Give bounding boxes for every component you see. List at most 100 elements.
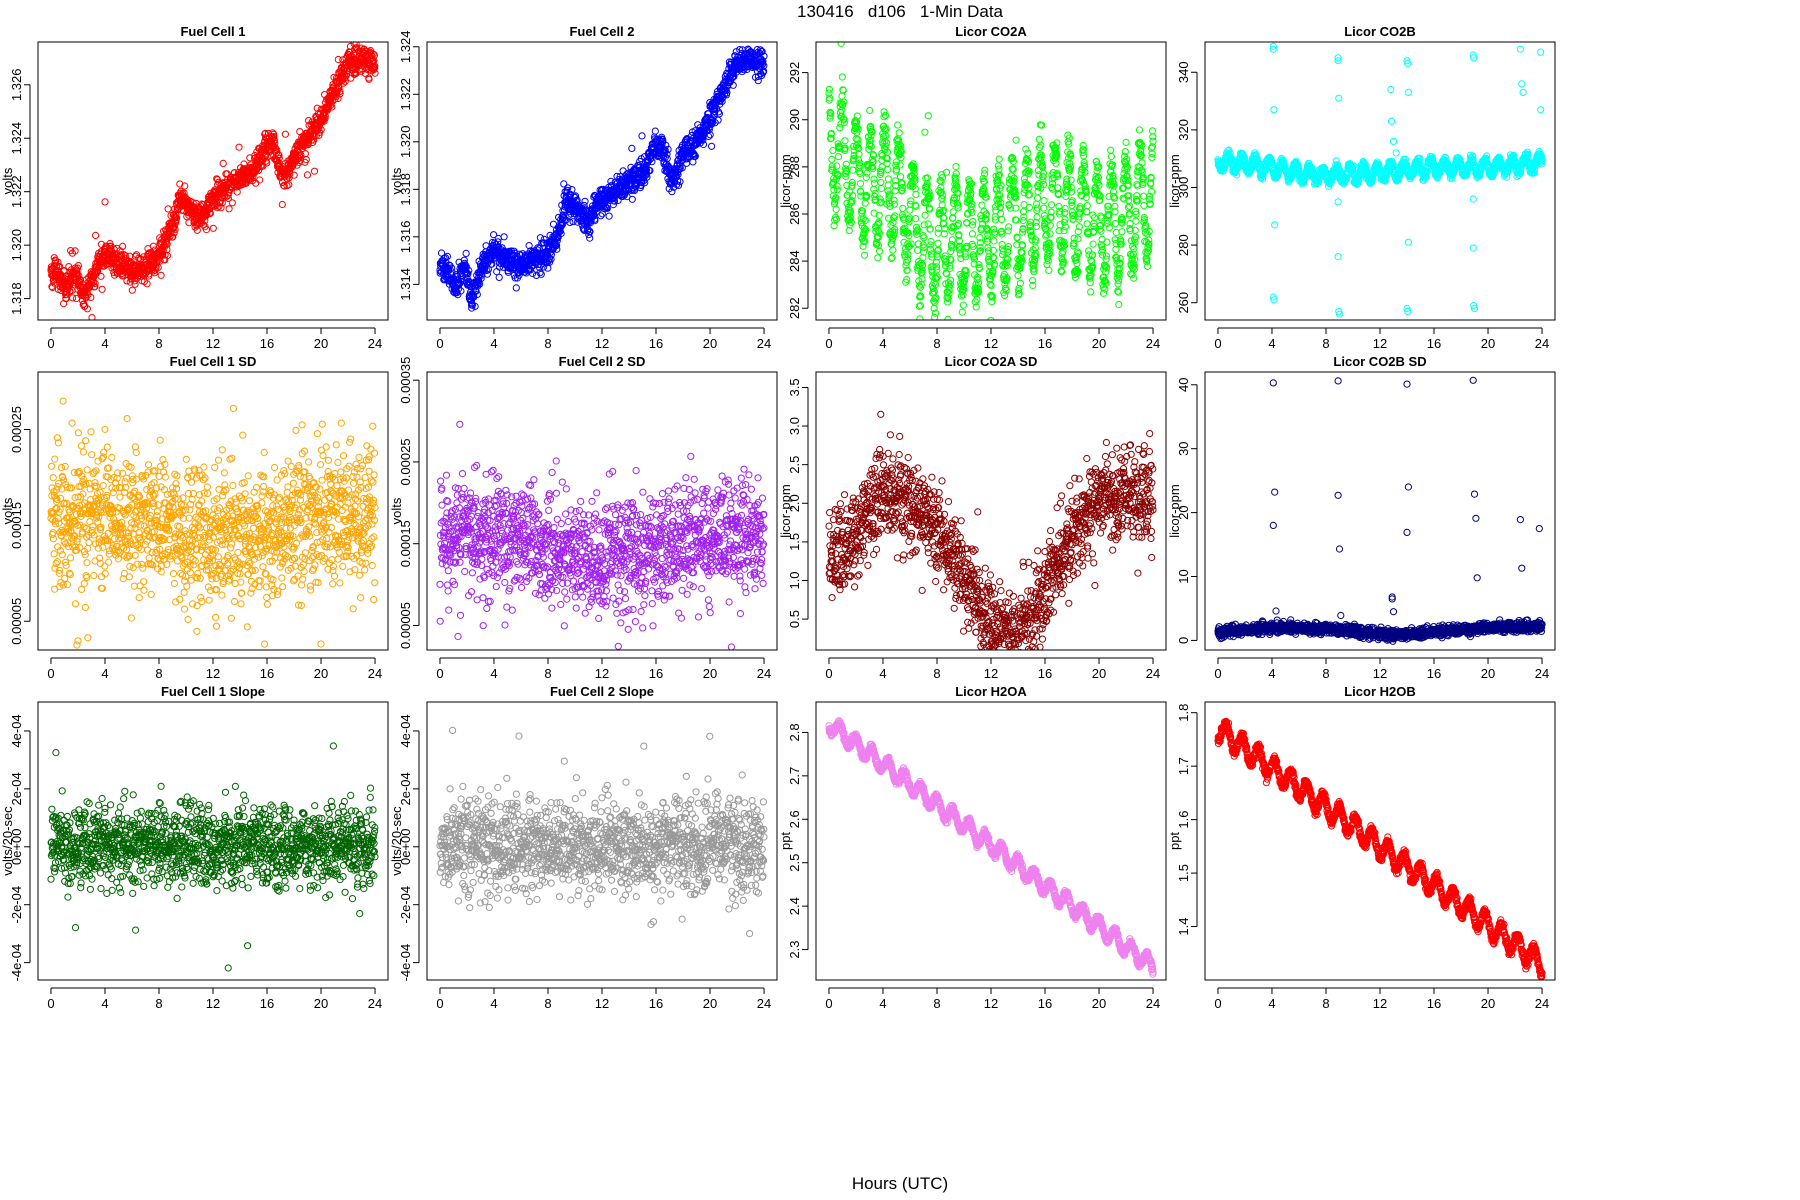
data-point (1039, 177, 1047, 185)
plot-frame (37, 41, 389, 321)
data-point (1045, 250, 1054, 258)
data-point (1115, 272, 1123, 280)
data-point (1068, 197, 1076, 205)
data-point (1056, 207, 1064, 215)
x-tick-label: 0 (47, 336, 54, 351)
data-point (995, 195, 1003, 203)
data-point (878, 163, 886, 171)
data-point (897, 147, 905, 155)
data-point (1020, 213, 1028, 221)
data-point (1097, 227, 1105, 235)
data-point (1012, 216, 1020, 224)
data-point (1067, 184, 1075, 192)
data-point (218, 199, 226, 207)
data-point (74, 261, 83, 270)
data-point (843, 181, 851, 189)
data-point (911, 201, 919, 209)
y-tick-label: 1.316 (398, 221, 413, 254)
data-point (954, 220, 963, 228)
data-point (998, 215, 1006, 223)
data-point (911, 185, 920, 193)
data-point (947, 240, 956, 248)
data-point (1107, 168, 1115, 176)
data-point (663, 155, 671, 163)
data-point (1052, 159, 1060, 167)
data-point (956, 246, 964, 254)
y-tick-label: 1.322 (9, 175, 24, 208)
data-point (1146, 200, 1154, 208)
data-point (939, 191, 947, 199)
data-point (154, 263, 162, 271)
data-point (912, 202, 920, 210)
data-point (1100, 273, 1108, 281)
y-tick-label: 284 (787, 250, 802, 272)
data-point (1035, 135, 1043, 143)
data-point (1091, 183, 1100, 191)
data-point (836, 103, 844, 111)
data-point (1116, 255, 1124, 263)
x-tick-label: 4 (101, 336, 108, 351)
data-point (1140, 202, 1148, 210)
data-point (975, 264, 984, 273)
data-point (1016, 279, 1025, 287)
data-point (1075, 213, 1083, 221)
data-point (881, 111, 890, 120)
data-point (1109, 172, 1117, 180)
data-point (1030, 267, 1038, 275)
data-point (1049, 185, 1057, 193)
data-point (676, 178, 684, 186)
data-point (1081, 168, 1089, 176)
data-point (1147, 144, 1156, 152)
data-point (280, 182, 288, 190)
x-axis-label: Hours (UTC) (851, 1174, 949, 1193)
data-point (829, 146, 837, 155)
data-point (1148, 150, 1156, 158)
data-point (1143, 248, 1152, 257)
data-point (907, 197, 915, 205)
data-point (1039, 169, 1048, 177)
x-tick-label: 24 (757, 336, 771, 351)
data-point (718, 97, 726, 106)
data-point (919, 254, 927, 262)
data-point (845, 227, 853, 235)
data-point (1095, 181, 1103, 189)
data-point (1075, 223, 1084, 231)
data-point (861, 199, 869, 207)
data-point (462, 249, 470, 257)
data-point (926, 205, 934, 213)
data-point (1131, 256, 1139, 264)
data-point (69, 294, 77, 302)
data-point (848, 197, 856, 205)
data-point (854, 125, 862, 133)
y-tick-label: 1.324 (398, 30, 413, 63)
data-point (883, 139, 891, 147)
data-point (992, 185, 1001, 193)
data-point (867, 142, 875, 150)
data-point (1058, 268, 1066, 276)
data-point (995, 155, 1003, 163)
data-point (1067, 163, 1075, 171)
data-point (149, 242, 157, 250)
data-point (1056, 210, 1064, 218)
data-point (1055, 190, 1063, 198)
data-point (970, 260, 978, 268)
data-point (724, 82, 732, 90)
data-point (904, 251, 912, 259)
data-point (1035, 171, 1043, 179)
data-point (937, 177, 945, 185)
data-point (890, 214, 898, 222)
data-point (1147, 174, 1155, 182)
data-point (605, 212, 613, 220)
data-point (926, 225, 934, 233)
y-axis-label: licor-ppm (1167, 154, 1182, 207)
data-point (869, 165, 877, 173)
x-tick-label: 0 (825, 336, 832, 351)
data-point (882, 132, 890, 140)
data-point (1076, 203, 1084, 211)
data-point (862, 173, 870, 181)
data-point (859, 242, 867, 250)
data-point (1149, 133, 1157, 141)
data-point (985, 253, 993, 261)
